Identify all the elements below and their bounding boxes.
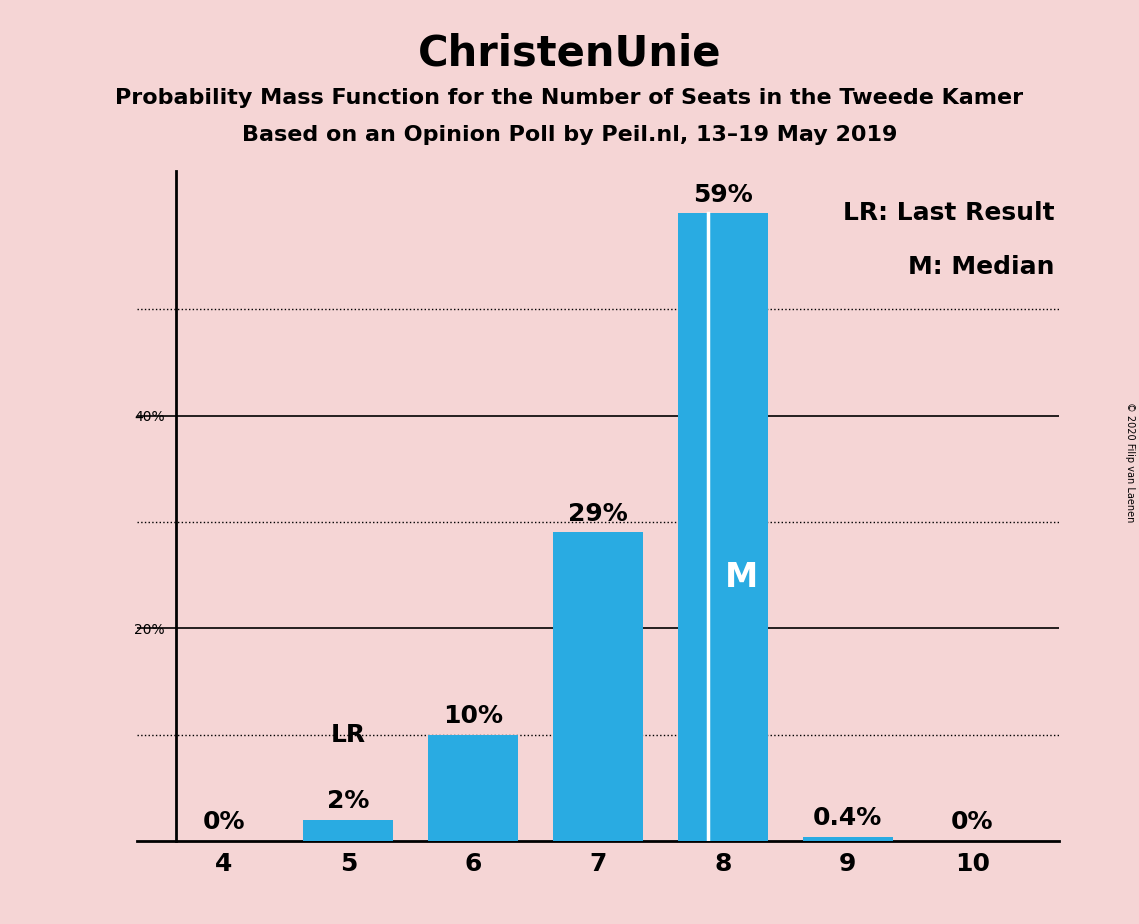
Bar <box>678 213 768 841</box>
Text: Based on an Opinion Poll by Peil.nl, 13–19 May 2019: Based on an Opinion Poll by Peil.nl, 13–… <box>241 125 898 145</box>
Bar <box>303 820 393 841</box>
Text: 2%: 2% <box>327 789 369 813</box>
Text: 0%: 0% <box>951 810 993 834</box>
Text: 0.4%: 0.4% <box>813 807 883 830</box>
Text: © 2020 Filip van Laenen: © 2020 Filip van Laenen <box>1125 402 1134 522</box>
Text: M: M <box>724 561 759 594</box>
Bar <box>803 836 893 841</box>
Text: 10%: 10% <box>443 704 503 728</box>
Text: 29%: 29% <box>568 502 628 526</box>
Bar <box>428 735 518 841</box>
Text: LR: LR <box>330 723 366 747</box>
Text: 59%: 59% <box>693 183 753 207</box>
Text: LR: Last Result: LR: Last Result <box>843 201 1055 225</box>
Text: 0%: 0% <box>203 810 245 834</box>
Bar <box>554 532 642 841</box>
Text: ChristenUnie: ChristenUnie <box>418 32 721 74</box>
Text: M: Median: M: Median <box>908 255 1055 279</box>
Text: Probability Mass Function for the Number of Seats in the Tweede Kamer: Probability Mass Function for the Number… <box>115 88 1024 108</box>
